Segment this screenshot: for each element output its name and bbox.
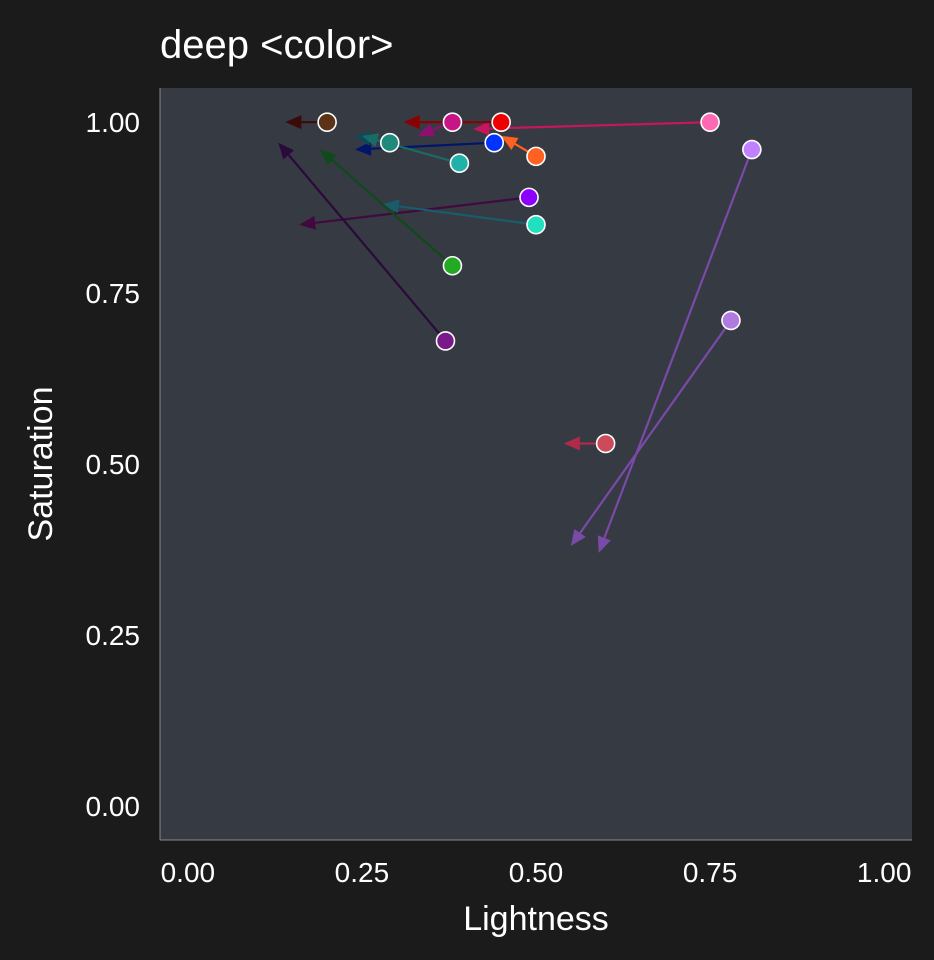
data-point [721, 310, 741, 331]
arrows [278, 115, 753, 553]
arrow-head [354, 141, 372, 156]
arrow-head [361, 133, 380, 147]
arrow-head [501, 135, 519, 151]
data-point [442, 255, 463, 276]
arrow-line [398, 205, 537, 226]
data-point [700, 112, 720, 132]
plot-area [160, 88, 912, 840]
y-tick-label: 1.00 [86, 107, 141, 138]
arrow-head [285, 115, 302, 130]
arrow-head [299, 215, 316, 230]
arrow-head [563, 436, 580, 451]
points [317, 112, 762, 454]
arrow-head [278, 142, 295, 160]
y-tick-label: 0.00 [86, 791, 141, 822]
y-axis-label: Saturation [22, 387, 60, 542]
arrow-head [597, 535, 611, 553]
data-point [449, 153, 470, 173]
x-tick-label: 0.00 [161, 857, 216, 888]
data-point [526, 214, 546, 235]
data-point [379, 132, 400, 153]
arrow-line [489, 121, 711, 130]
x-tick-labels: 0.00 0.25 0.50 0.75 1.00 [161, 857, 912, 888]
arrow-head [570, 528, 586, 547]
arrow-line [331, 159, 454, 267]
y-tick-labels: 0.00 0.25 0.50 0.75 1.00 [86, 107, 141, 822]
x-tick-label: 0.75 [683, 857, 738, 888]
arrow-head [320, 149, 337, 166]
data-point [519, 187, 539, 208]
data-point [484, 132, 505, 153]
data-point [526, 146, 546, 167]
chart-title: deep <color> [160, 23, 394, 67]
y-tick-label: 0.50 [86, 449, 141, 480]
data-point [317, 112, 337, 132]
arrow-line [579, 319, 732, 534]
arrow-head [382, 199, 400, 214]
arrow-line [603, 149, 753, 539]
arrow-head [417, 123, 436, 137]
x-axis-label: Lightness [463, 900, 609, 938]
y-tick-label: 0.75 [86, 278, 141, 309]
x-tick-label: 0.50 [509, 857, 564, 888]
arrow-head [403, 115, 420, 130]
x-tick-label: 1.00 [857, 857, 912, 888]
data-point [595, 433, 616, 454]
data-point [491, 112, 511, 132]
data-point [435, 331, 456, 351]
x-tick-label: 0.25 [335, 857, 390, 888]
arrow-head [473, 121, 490, 136]
y-tick-label: 0.25 [86, 620, 141, 651]
data-point [442, 112, 463, 132]
arrow-line [287, 154, 447, 342]
data-point [742, 139, 762, 160]
